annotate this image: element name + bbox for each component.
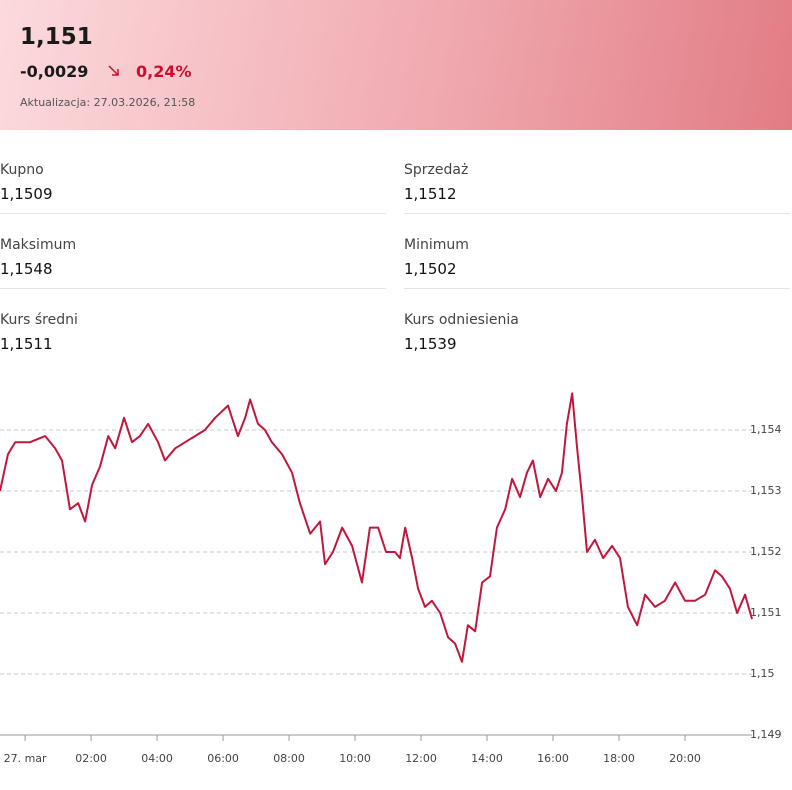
price: 1,151 xyxy=(20,24,93,50)
x-tick-label: 14:00 xyxy=(471,752,503,765)
stat-value: 1,1509 xyxy=(0,185,53,203)
change: -0,0029 xyxy=(20,62,89,81)
y-tick-label: 1,15 xyxy=(750,667,775,680)
x-tick-label: 16:00 xyxy=(537,752,569,765)
stat-value: 1,1512 xyxy=(404,185,457,203)
x-tick-label: 18:00 xyxy=(603,752,635,765)
y-tick-label: 1,154 xyxy=(750,423,782,436)
price-line xyxy=(0,392,753,663)
stat: Kupno 1,1509 xyxy=(0,138,386,214)
stat-label: Maksimum xyxy=(0,237,77,253)
stat-label: Kurs średni xyxy=(0,312,78,328)
stat: Maksimum 1,1548 xyxy=(0,213,386,289)
stat: Kurs odniesienia 1,1539 xyxy=(404,288,790,363)
stat-label: Kupno xyxy=(0,162,44,178)
y-tick-label: 1,151 xyxy=(750,606,782,619)
stat-label: Kurs odniesienia xyxy=(404,312,519,328)
y-tick-label: 1,153 xyxy=(750,484,782,497)
stat: Sprzedaż 1,1512 xyxy=(404,138,790,214)
x-tick-label: 12:00 xyxy=(405,752,437,765)
stat-label: Sprzedaż xyxy=(404,162,469,178)
stat-value: 1,1502 xyxy=(404,260,457,278)
x-tick-label: 27. mar xyxy=(4,752,47,765)
change-percent: 0,24% xyxy=(136,62,192,81)
stat: Minimum 1,1502 xyxy=(404,213,790,289)
stat-value: 1,1511 xyxy=(0,335,53,353)
x-tick-label: 08:00 xyxy=(273,752,305,765)
stat-value: 1,1539 xyxy=(404,335,457,353)
x-tick-label: 06:00 xyxy=(207,752,239,765)
y-tick-label: 1,149 xyxy=(750,728,782,741)
updated: Aktualizacja: 27.03.2026, 21:58 xyxy=(20,96,196,109)
x-tick-label: 20:00 xyxy=(669,752,701,765)
stat: Kurs średni 1,1511 xyxy=(0,288,386,363)
stat-label: Minimum xyxy=(404,237,469,253)
x-tick-label: 02:00 xyxy=(75,752,107,765)
header: 1,151 -0,0029 0,24% Aktualizacja: 27.03.… xyxy=(0,0,792,130)
down-arrow xyxy=(108,65,119,76)
y-tick-label: 1,152 xyxy=(750,545,782,558)
stat-value: 1,1548 xyxy=(0,260,53,278)
x-tick-label: 10:00 xyxy=(339,752,371,765)
x-tick-label: 04:00 xyxy=(141,752,173,765)
